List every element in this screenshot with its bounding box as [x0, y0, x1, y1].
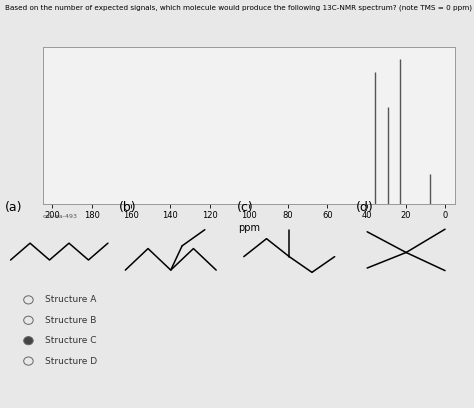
- Text: (a): (a): [5, 201, 22, 214]
- Text: Structure B: Structure B: [45, 316, 96, 325]
- Text: (b): (b): [118, 201, 136, 214]
- Text: Based on the number of expected signals, which molecule would produce the follow: Based on the number of expected signals,…: [5, 4, 472, 11]
- X-axis label: ppm: ppm: [238, 223, 260, 233]
- Text: cds-aa-493: cds-aa-493: [43, 214, 78, 219]
- Text: (c): (c): [237, 201, 254, 214]
- Text: Structure A: Structure A: [45, 295, 96, 304]
- Text: (d): (d): [356, 201, 373, 214]
- Text: Structure D: Structure D: [45, 357, 97, 366]
- Text: Structure C: Structure C: [45, 336, 97, 345]
